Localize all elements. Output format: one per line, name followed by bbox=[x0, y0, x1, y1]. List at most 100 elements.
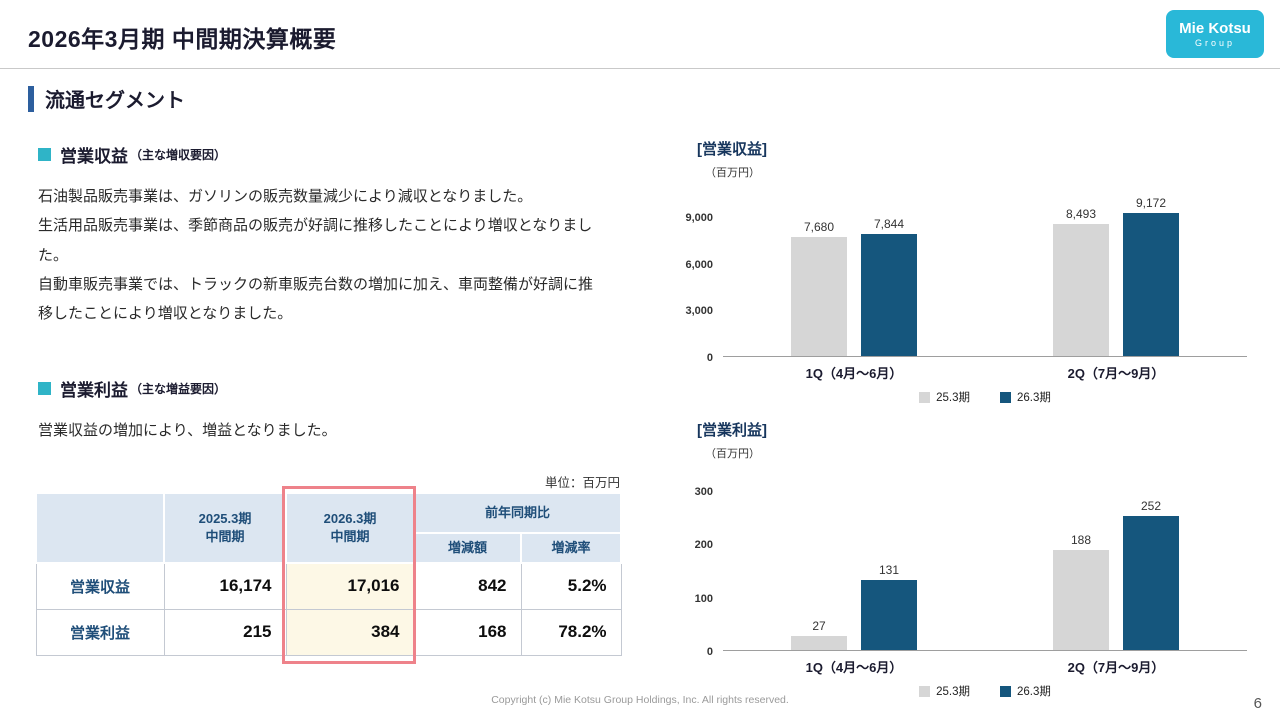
company-logo: Mie Kotsu Group bbox=[1166, 10, 1264, 58]
bar-value-label: 252 bbox=[1140, 498, 1162, 513]
y-tick-label: 6,000 bbox=[685, 258, 713, 271]
bar-group: 188 252 bbox=[985, 463, 1247, 650]
page-title: 2026年3月期 中間期決算概要 bbox=[28, 26, 337, 52]
teal-square-icon bbox=[38, 148, 51, 161]
bar-value-label: 9,172 bbox=[1135, 196, 1167, 211]
revenue-heading-note: （主な増収要因） bbox=[130, 148, 227, 162]
col-header-rate: 増減率 bbox=[519, 532, 623, 564]
row-label: 営業収益 bbox=[35, 562, 165, 610]
table-unit-label: 単位：百万円 bbox=[544, 476, 620, 490]
y-tick-label: 0 bbox=[706, 646, 713, 658]
bar: 252 bbox=[1123, 499, 1179, 650]
bar-rect bbox=[791, 236, 847, 356]
results-table: 2025.3期 中間期 2026.3期 中間期 前年同期比 増減額 増減率 営業… bbox=[35, 492, 623, 656]
right-column: [営業収益] （百万円） 0 3,000 6,000 9,000 7,680 7,844… bbox=[655, 138, 1247, 699]
cell-prev: 215 bbox=[163, 608, 287, 656]
legend-swatch-icon bbox=[919, 391, 931, 403]
chart-body: 0 3,000 6,000 9,000 7,680 7,844 8,493 9,172 bbox=[655, 182, 1247, 364]
section-heading: 流通セグメント bbox=[28, 84, 185, 113]
bar-rect bbox=[861, 233, 917, 356]
bar-value-label: 188 bbox=[1070, 532, 1092, 547]
chart-title: [営業利益] bbox=[697, 422, 767, 439]
bar-rect bbox=[1053, 549, 1109, 650]
legend-swatch-icon bbox=[919, 685, 931, 697]
legend-label: 25.3期 bbox=[936, 392, 970, 404]
bar-group: 8,493 9,172 bbox=[985, 182, 1247, 356]
body-paragraph: 生活用品販売事業は、季節商品の販売が好調に推移したことにより増収となりました。 bbox=[38, 217, 593, 264]
y-tick-label: 9,000 bbox=[685, 212, 713, 224]
legend-label: 26.3期 bbox=[1017, 392, 1051, 404]
body-paragraph: 自動車販売事業では、トラックの新車販売台数の増加に加え、車両整備が好調に推移した… bbox=[38, 275, 594, 322]
legend-item: 26.3期 bbox=[1000, 389, 1051, 405]
col-header-diff: 増減額 bbox=[413, 532, 522, 564]
y-tick-label: 0 bbox=[706, 352, 713, 364]
revenue-heading-title: 営業収益 bbox=[60, 147, 128, 166]
chart-legend: 25.3期 26.3期 bbox=[723, 389, 1247, 405]
legend-label: 26.3期 bbox=[1017, 686, 1051, 698]
bar-rect bbox=[1123, 213, 1179, 356]
bar-group: 7,680 7,844 bbox=[723, 182, 985, 356]
profit-chart: [営業利益] （百万円） 0 100 200 300 27 131 188 252 1Q（4… bbox=[655, 419, 1247, 699]
chart-unit-label: （百万円） bbox=[705, 448, 760, 460]
cell-rate: 78.2% bbox=[520, 608, 622, 656]
y-tick-label: 300 bbox=[694, 486, 713, 498]
bar-value-label: 131 bbox=[878, 563, 900, 578]
page-number: 6 bbox=[1253, 695, 1262, 712]
results-table-wrap: 2025.3期 中間期 2026.3期 中間期 前年同期比 増減額 増減率 営業… bbox=[35, 486, 623, 664]
bar-value-label: 27 bbox=[812, 618, 826, 633]
teal-square-icon bbox=[38, 382, 51, 395]
x-axis-label: 1Q（4月～6月） bbox=[805, 366, 903, 381]
legend-item: 26.3期 bbox=[1000, 683, 1051, 699]
col-header-curr: 2026.3期 中間期 bbox=[285, 492, 415, 564]
logo-subtext: Group bbox=[1194, 38, 1235, 48]
chart-legend: 25.3期 26.3期 bbox=[723, 683, 1247, 699]
body-paragraph: 石油製品販売事業は、ガソリンの販売数量減少により減収となりました。 bbox=[38, 188, 533, 205]
revenue-heading: 営業収益 （主な増収要因） bbox=[38, 142, 226, 167]
bar: 9,172 bbox=[1123, 196, 1179, 356]
revenue-chart: [営業収益] （百万円） 0 3,000 6,000 9,000 7,680 7,844… bbox=[655, 138, 1247, 405]
y-axis: 0 100 200 300 bbox=[655, 463, 723, 658]
x-axis-label: 1Q（4月～6月） bbox=[805, 660, 903, 675]
bar: 188 bbox=[1053, 533, 1109, 650]
table-subheader-row: 増減額 増減率 bbox=[36, 532, 623, 564]
bar-rect bbox=[1123, 515, 1179, 650]
bar-rect bbox=[1053, 223, 1109, 356]
header-divider bbox=[0, 68, 1280, 69]
cell-prev: 16,174 bbox=[163, 562, 287, 610]
bar-group: 27 131 bbox=[723, 463, 985, 650]
legend-swatch-icon bbox=[1000, 685, 1011, 697]
bar-value-label: 7,844 bbox=[873, 216, 905, 231]
y-tick-label: 200 bbox=[694, 539, 713, 552]
cell-curr: 384 bbox=[285, 608, 415, 656]
bar: 8,493 bbox=[1053, 207, 1109, 356]
legend-item: 25.3期 bbox=[919, 683, 970, 699]
bar: 7,680 bbox=[791, 220, 847, 356]
bar: 27 bbox=[791, 619, 847, 650]
x-axis-labels: 1Q（4月～6月） 2Q（7月～9月） bbox=[723, 363, 1247, 382]
legend-swatch-icon bbox=[1000, 391, 1011, 403]
table-header-row: 2025.3期 中間期 2026.3期 中間期 前年同期比 bbox=[35, 492, 623, 564]
section-title: 流通セグメント bbox=[45, 90, 185, 112]
profit-body: 営業収益の増加により、増益となりました。 bbox=[38, 416, 600, 445]
bar: 131 bbox=[861, 563, 917, 650]
y-axis: 0 3,000 6,000 9,000 bbox=[655, 182, 723, 364]
bar-value-label: 8,493 bbox=[1065, 206, 1097, 221]
profit-heading: 営業利益 （主な増益要因） bbox=[38, 376, 226, 401]
table-row: 営業利益 215 384 168 78.2% bbox=[35, 608, 622, 656]
legend-label: 25.3期 bbox=[936, 686, 970, 698]
x-axis-label: 2Q（7月～9月） bbox=[1067, 660, 1165, 675]
chart-body: 0 100 200 300 27 131 188 252 bbox=[655, 463, 1247, 658]
y-tick-label: 100 bbox=[694, 592, 713, 605]
plot-area: 27 131 188 252 bbox=[723, 463, 1247, 651]
cell-curr: 17,016 bbox=[285, 562, 415, 610]
left-column: 営業収益 （主な増収要因） 石油製品販売事業は、ガソリンの販売数量減少により減収… bbox=[35, 142, 626, 672]
logo-text: Mie Kotsu bbox=[1179, 20, 1251, 37]
cell-diff: 168 bbox=[413, 608, 522, 656]
chart-unit-label: （百万円） bbox=[705, 167, 760, 179]
plot-area: 7,680 7,844 8,493 9,172 bbox=[723, 182, 1247, 357]
body-paragraph: 営業収益の増加により、増益となりました。 bbox=[38, 422, 337, 439]
cell-rate: 5.2% bbox=[520, 562, 622, 610]
legend-item: 25.3期 bbox=[919, 389, 970, 405]
col-header-prev: 2025.3期 中間期 bbox=[163, 492, 287, 564]
